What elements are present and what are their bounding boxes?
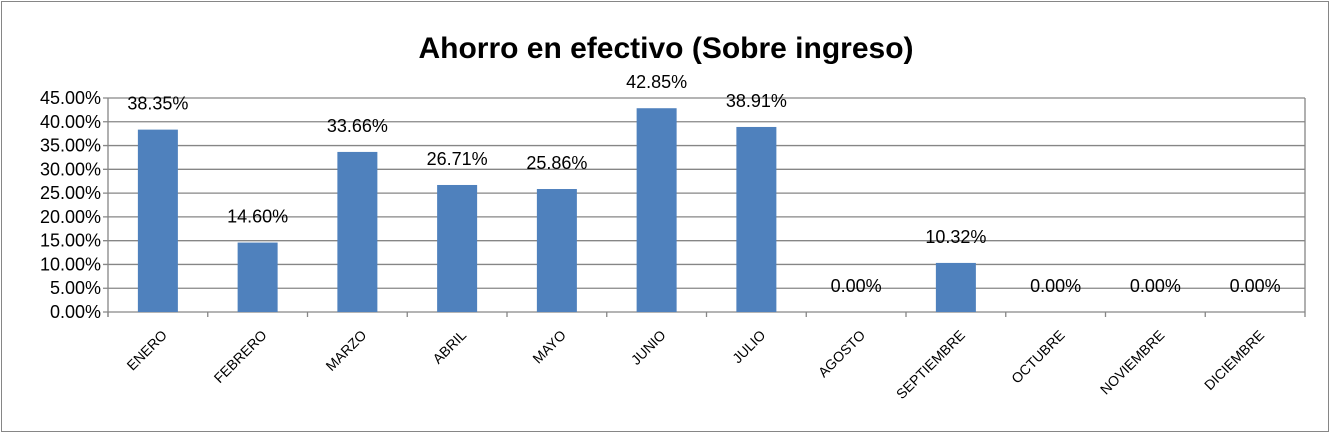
x-tick-label: SEPTIEMBRE bbox=[893, 327, 968, 402]
data-label: 38.35% bbox=[127, 94, 188, 114]
x-tick-label: JULIO bbox=[729, 327, 768, 366]
y-tick-label: 30.00% bbox=[40, 159, 101, 179]
data-label: 14.60% bbox=[227, 207, 288, 227]
data-label: 10.32% bbox=[925, 227, 986, 247]
data-label: 38.91% bbox=[726, 91, 787, 111]
data-label: 0.00% bbox=[1130, 276, 1181, 296]
bar-junio bbox=[636, 108, 677, 312]
bar-mayo bbox=[536, 189, 577, 312]
x-tick-label: MARZO bbox=[322, 327, 369, 374]
chart-title: Ahorro en efectivo (Sobre ingreso) bbox=[418, 32, 913, 65]
data-label: 25.86% bbox=[526, 153, 587, 173]
x-tick-label: FEBRERO bbox=[211, 327, 270, 386]
data-label: 26.71% bbox=[427, 149, 488, 169]
x-tick-label: AGOSTO bbox=[815, 327, 869, 381]
y-tick-label: 0.00% bbox=[50, 302, 101, 322]
data-label: 0.00% bbox=[1230, 276, 1281, 296]
y-tick-label: 45.00% bbox=[40, 88, 101, 108]
bar-septiembre bbox=[935, 262, 976, 312]
bar-abril bbox=[437, 184, 478, 312]
y-tick-label: 5.00% bbox=[50, 278, 101, 298]
bar-febrero bbox=[237, 242, 278, 312]
x-tick-label: MAYO bbox=[529, 327, 569, 367]
bar-julio bbox=[736, 126, 777, 312]
x-tick-label: JUNIO bbox=[628, 327, 669, 368]
y-tick-label: 35.00% bbox=[40, 136, 101, 156]
bar-marzo bbox=[337, 151, 378, 312]
x-tick-label: OCTUBRE bbox=[1008, 327, 1068, 387]
y-tick-label: 25.00% bbox=[40, 183, 101, 203]
data-label: 0.00% bbox=[1030, 276, 1081, 296]
x-tick-label: DICIEMBRE bbox=[1201, 327, 1267, 393]
x-tick-label: ENERO bbox=[123, 327, 170, 374]
data-label: 0.00% bbox=[831, 276, 882, 296]
y-tick-label: 20.00% bbox=[40, 207, 101, 227]
data-label: 42.85% bbox=[626, 72, 687, 92]
y-tick-label: 40.00% bbox=[40, 112, 101, 132]
x-tick-label: ABRIL bbox=[429, 327, 469, 367]
y-tick-label: 15.00% bbox=[40, 231, 101, 251]
bar-enero bbox=[137, 129, 178, 312]
y-tick-label: 10.00% bbox=[40, 254, 101, 274]
x-tick-label: NOVIEMBRE bbox=[1097, 327, 1168, 398]
data-label: 33.66% bbox=[327, 116, 388, 136]
